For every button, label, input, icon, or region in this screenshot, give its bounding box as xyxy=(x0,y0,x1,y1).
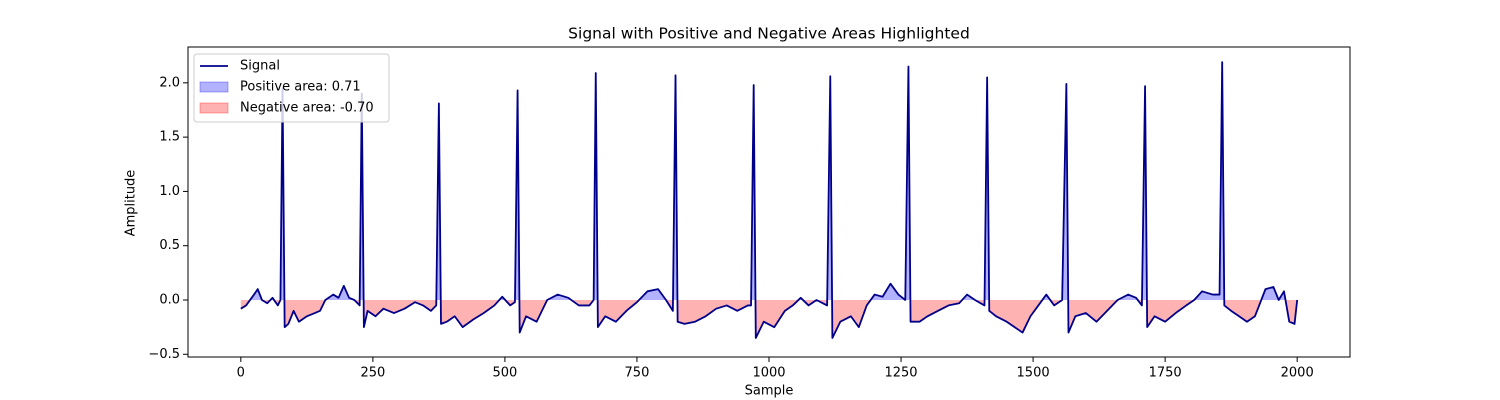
x-tick-label: 1250 xyxy=(884,366,917,381)
legend-label: Positive area: 0.71 xyxy=(240,80,361,95)
x-tick-label: 1000 xyxy=(752,366,785,381)
legend: Signal Positive area: 0.71 Negative area: … xyxy=(193,53,390,123)
y-tick-label: −0.5 xyxy=(148,347,180,362)
x-tick-label: 1500 xyxy=(1017,366,1050,381)
x-axis-label: Sample xyxy=(745,384,794,399)
x-tick-label: 250 xyxy=(360,366,385,381)
legend-swatch xyxy=(199,102,229,114)
legend-box xyxy=(193,53,390,123)
plot-frame xyxy=(187,46,1351,358)
chart-title: Signal with Positive and Negative Areas … xyxy=(568,25,970,43)
y-axis-label: Amplitude xyxy=(124,170,139,237)
y-tick-label: 1.0 xyxy=(159,184,180,199)
legend-swatch xyxy=(199,81,229,93)
legend-label: Signal xyxy=(240,59,280,74)
area-fill xyxy=(240,299,1298,338)
x-tick-label: 2000 xyxy=(1281,366,1314,381)
x-tick-label: 500 xyxy=(492,366,517,381)
y-tick-label: 1.5 xyxy=(159,130,180,145)
y-tick-label: 0.0 xyxy=(159,292,180,307)
y-tick-label: 2.0 xyxy=(159,75,180,90)
x-tick-label: 0 xyxy=(237,366,245,381)
area-fill xyxy=(250,62,1286,300)
signal-line xyxy=(240,61,1299,339)
legend-label: Negative area: -0.70 xyxy=(240,101,374,116)
x-tick-label: 750 xyxy=(625,366,650,381)
y-tick-label: 0.5 xyxy=(159,238,180,253)
x-tick-label: 1750 xyxy=(1149,366,1182,381)
